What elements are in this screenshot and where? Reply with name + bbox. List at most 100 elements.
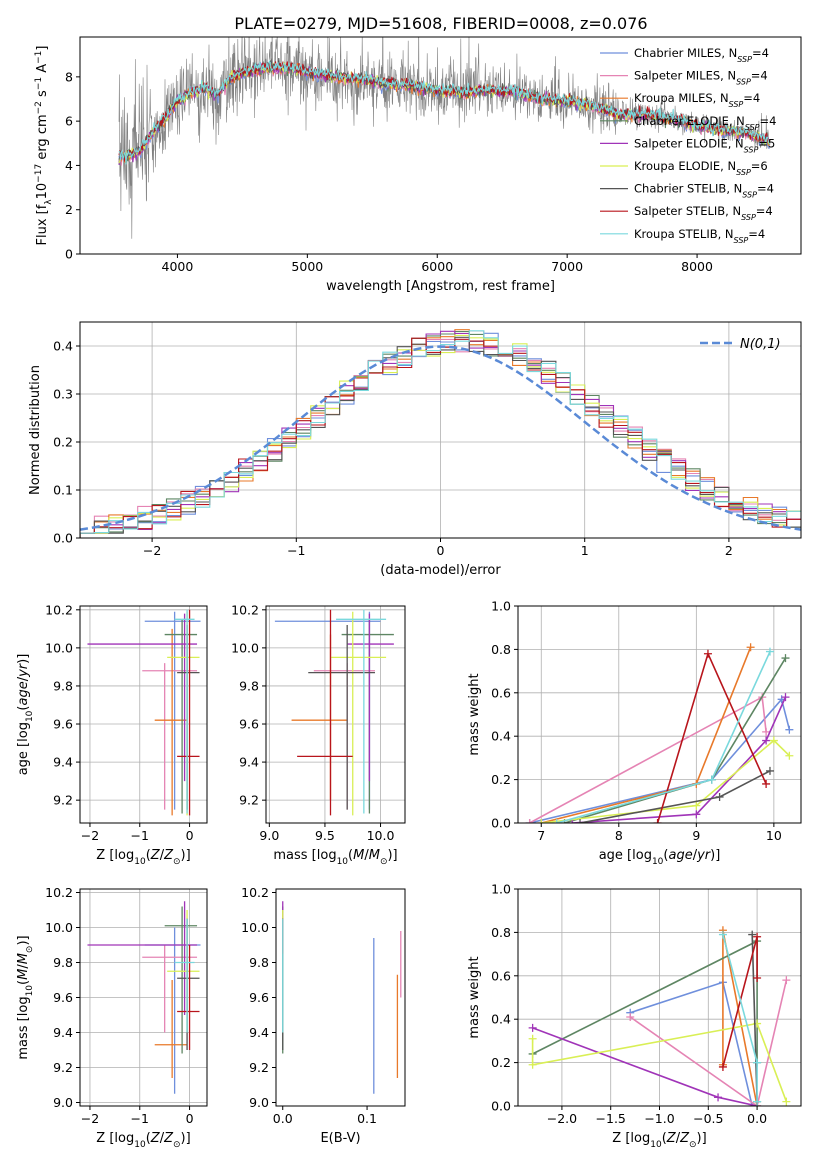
plot-area-weight_vs_age xyxy=(525,643,794,823)
y-tick-label: 0 xyxy=(65,247,73,262)
y-tick-label: 9.4 xyxy=(249,1025,269,1040)
y-tick-label: 0.2 xyxy=(491,772,511,787)
legend-label: Chabrier ELODIE, NSSP=4 xyxy=(634,114,776,132)
y-tick-label: 0.0 xyxy=(491,816,511,831)
plot-area-weight_vs_Z xyxy=(528,926,791,1106)
legend-label: Salpeter MILES, NSSP=4 xyxy=(634,69,768,87)
y-tick-label: 10.2 xyxy=(45,602,73,617)
y-tick-label: 9.4 xyxy=(239,755,259,770)
y-tick-label: 9.2 xyxy=(239,793,259,808)
weight-marker xyxy=(781,693,790,702)
errorbar-point xyxy=(177,609,200,816)
axes-frame xyxy=(265,605,406,824)
axes-mass_vs_Z: −2 −1 0 9.0 9.2 9.4 9.6 9.8 10.0 10.2 Z [log10(Z/Z… xyxy=(16,885,208,1150)
residual-histogram xyxy=(80,330,801,538)
weight-line xyxy=(751,934,758,1102)
y-tick-label: 0.4 xyxy=(53,339,73,354)
y-tick-label: 0.1 xyxy=(53,483,73,498)
x-axis-label: Z [log10(Z/Z⊙)] xyxy=(612,1131,706,1150)
frame-weight_vs_age: 7 8 9 10 0.0 0.2 0.4 0.6 0.8 1.0 age [log10(age/yr… xyxy=(467,599,802,867)
weight-marker xyxy=(753,1097,762,1106)
y-tick-label: 0.8 xyxy=(491,642,511,657)
frame-residuals: −2 −1 0 1 2 0.0 0.1 0.2 0.3 0.4 (data-model)/error… xyxy=(28,321,802,578)
grid-age_vs_Z xyxy=(80,606,207,823)
weight-marker xyxy=(703,649,712,658)
weight-line xyxy=(572,696,787,823)
weight-marker xyxy=(715,792,724,801)
axes-weight_vs_age: 7 8 9 10 0.0 0.2 0.4 0.6 0.8 1.0 age [log10(age/yr… xyxy=(467,599,802,867)
y-tick-label: 0.4 xyxy=(491,1012,511,1027)
errorbar-point xyxy=(291,634,348,801)
x-tick-label: 10 xyxy=(766,828,782,843)
x-tick-label: 7000 xyxy=(551,259,583,274)
x-tick-label: 0 xyxy=(186,1111,194,1126)
weight-marker xyxy=(537,819,546,823)
y-axis-label: Flux [fλ10−17 erg cm−2 s−1 A−1] xyxy=(34,46,54,246)
plot-area-mass_vs_EBV xyxy=(282,901,402,1094)
legend-label: N(0,1) xyxy=(740,337,781,352)
errorbar-point xyxy=(313,663,375,810)
frame-age_vs_Z: −2 −1 0 9.2 9.4 9.6 9.8 10.0 10.2 Z [log10(Z/Z⊙)]… xyxy=(16,602,208,867)
axes-frame xyxy=(79,36,802,255)
weight-marker xyxy=(626,1013,635,1022)
errorbar-point xyxy=(308,625,375,810)
axes-age_vs_mass: 9.0 9.5 10.0 9.2 9.4 9.6 9.8 10.0 10.2 mass [log1… xyxy=(231,602,406,867)
weight-line xyxy=(529,695,767,823)
errorbar-point xyxy=(341,619,394,814)
x-tick-label: −2 xyxy=(81,828,99,843)
weight-marker xyxy=(718,1062,727,1071)
axes-spectrum: 4000 5000 6000 7000 8000 0 2 4 6 8 wavelength [Ang… xyxy=(34,36,802,294)
axes-mass_vs_EBV: 0.0 0.1 9.0 9.2 9.4 9.6 9.8 10.0 10.2 E(B-V) xyxy=(241,885,406,1146)
errorbar-point xyxy=(164,906,198,1054)
model-spectrum-line xyxy=(118,59,771,165)
y-tick-label: 4 xyxy=(65,158,73,173)
x-axis-label: (data-model)/error xyxy=(380,563,501,578)
weight-marker xyxy=(525,819,534,823)
x-tick-label: 10.0 xyxy=(367,828,395,843)
errorbar-point xyxy=(87,613,198,782)
x-axis-label: Z [log10(Z/Z⊙)] xyxy=(96,1131,190,1150)
figure-title: PLATE=0279, MJD=51608, FIBERID=0008, z=0… xyxy=(234,14,647,33)
y-tick-label: 9.8 xyxy=(53,955,73,970)
weight-marker xyxy=(528,1034,537,1043)
weight-marker xyxy=(765,766,774,775)
y-tick-label: 10.0 xyxy=(45,920,73,935)
y-tick-label: 6 xyxy=(65,114,73,129)
frame-mass_vs_Z: −2 −1 0 9.0 9.2 9.4 9.6 9.8 10.0 10.2 Z [log10(Z/Z… xyxy=(16,885,208,1150)
y-tick-label: 0.6 xyxy=(491,968,511,983)
x-tick-label: −1.0 xyxy=(644,1111,674,1126)
frame-weight_vs_Z: −2.0 −1.5 −1.0 −0.5 0.0 0.0 0.2 0.4 0.6 0.8 1.0 Z [… xyxy=(467,882,802,1150)
x-axis-label: age [log10(age/yr)] xyxy=(599,848,721,867)
weight-marker xyxy=(746,643,755,652)
y-tick-label: 9.8 xyxy=(53,678,73,693)
y-tick-label: 10.2 xyxy=(241,885,269,900)
x-tick-label: 0 xyxy=(186,828,194,843)
y-tick-label: 0.6 xyxy=(491,685,511,700)
weight-marker xyxy=(748,930,757,939)
errorbar-point xyxy=(274,611,381,810)
y-tick-label: 1.0 xyxy=(491,882,511,897)
plot-area-age_vs_mass xyxy=(274,609,394,816)
residual-histogram xyxy=(80,330,801,538)
x-tick-label: 9.0 xyxy=(259,828,279,843)
legend-label: Salpeter ELODIE, NSSP=5 xyxy=(634,136,775,154)
weight-marker xyxy=(782,1097,791,1106)
x-tick-label: −1 xyxy=(287,543,305,558)
x-axis-label: Z [log10(Z/Z⊙)] xyxy=(96,848,190,867)
errorbar-point xyxy=(297,609,353,816)
weight-marker xyxy=(718,930,727,939)
axes-frame xyxy=(275,888,406,1107)
errorbar-point xyxy=(174,918,195,1033)
y-axis-label: Normed distribution xyxy=(28,365,43,495)
errorbar-point xyxy=(142,663,198,810)
legend-label: Salpeter STELIB, NSSP=4 xyxy=(634,204,773,222)
errorbar-point xyxy=(336,609,387,814)
y-tick-label: 9.0 xyxy=(249,1095,269,1110)
y-tick-label: 9.2 xyxy=(53,793,73,808)
weight-marker xyxy=(765,647,774,656)
y-tick-label: 0.0 xyxy=(491,1099,511,1114)
y-tick-label: 2 xyxy=(65,202,73,217)
weight-marker xyxy=(552,819,561,823)
